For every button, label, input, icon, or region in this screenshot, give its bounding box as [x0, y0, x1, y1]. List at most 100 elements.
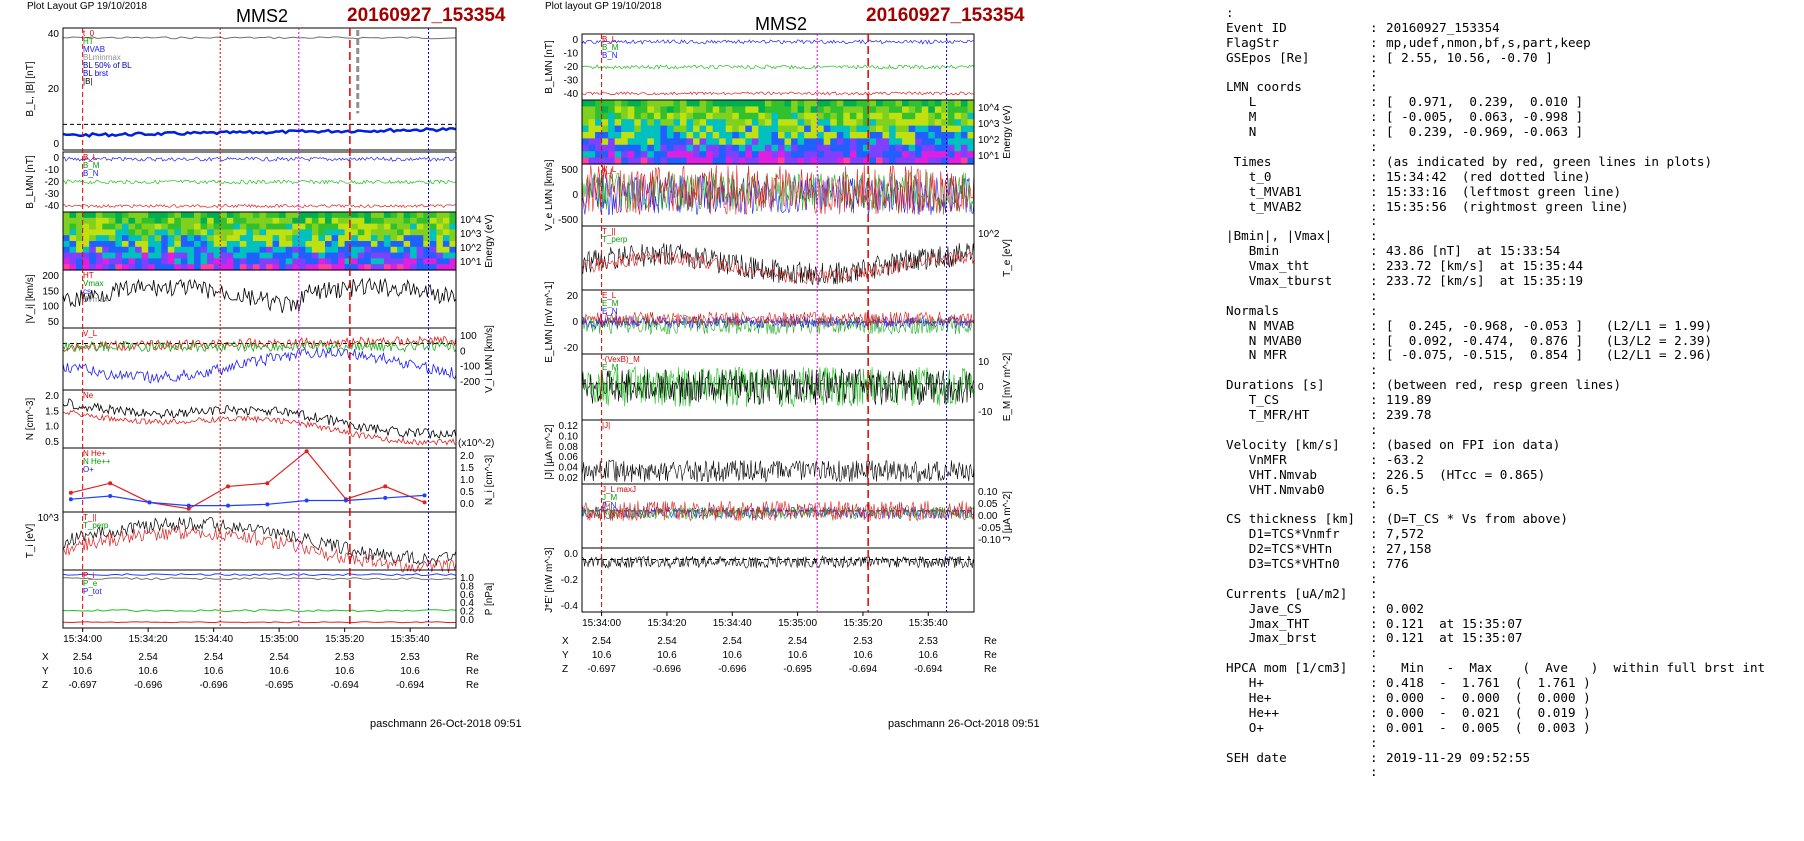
orbit-value: -0.696 — [653, 664, 682, 675]
spectrogram-cell — [634, 125, 642, 133]
spectrogram-cell — [89, 217, 97, 225]
spectrogram-cell — [429, 258, 437, 265]
spectrogram-cell — [810, 157, 818, 165]
spectrogram-cell — [187, 212, 195, 219]
spectrogram-cell — [764, 112, 772, 120]
spectrogram-cell — [128, 258, 136, 265]
spectrogram-cell — [595, 157, 603, 165]
info-sep: : — [1370, 302, 1378, 318]
y-axis-label: N [cm^-3] — [25, 398, 36, 441]
spectrogram-cell — [436, 235, 444, 242]
spectrogram-cell — [344, 246, 352, 254]
spectrogram-cell — [751, 119, 759, 127]
spectrogram-cell — [213, 212, 221, 219]
spectrogram-cell — [764, 100, 772, 107]
spectrogram-cell — [187, 246, 195, 254]
info-sep: : — [1370, 585, 1378, 601]
x-tick-label: 15:35:00 — [260, 634, 299, 645]
spectrogram-cell — [154, 212, 162, 219]
spectrogram-cell — [141, 212, 149, 219]
info-key: VHT.Nmvab0 — [1226, 482, 1325, 497]
info-row: D3=TCS*VHTn0:776 — [1226, 556, 1796, 572]
spectrogram-cell — [882, 132, 890, 139]
left-event-title: 20160927_153354 — [347, 5, 506, 26]
orbit-value: 2.54 — [138, 652, 158, 663]
spectrogram-cell — [915, 157, 923, 165]
spectrogram-cell — [614, 144, 622, 152]
spectrogram-cell — [154, 229, 162, 236]
spectrogram-cell — [390, 223, 398, 230]
spectrogram-cell — [823, 100, 831, 107]
info-sep — [1370, 6, 1386, 21]
spectrogram-cell — [207, 229, 215, 236]
spectrogram-cell — [862, 112, 870, 120]
spectrogram-cell — [344, 212, 352, 219]
spectrogram-cell — [397, 241, 405, 248]
spectrogram-cell — [653, 157, 661, 165]
spectrogram-cell — [941, 138, 949, 146]
info-row: : — [1226, 645, 1796, 661]
legend-entry: J_M — [602, 493, 617, 502]
spectrogram-cell — [791, 132, 799, 139]
spectrogram-cell — [680, 112, 688, 120]
orbit-value: -0.697 — [587, 664, 616, 675]
spectrogram-cell — [285, 258, 293, 265]
spectrogram-cell — [108, 246, 116, 254]
info-key: FlagStr — [1226, 35, 1280, 50]
spectrogram-cell — [836, 125, 844, 133]
spectrogram-cell — [876, 132, 884, 139]
spectrogram-cell — [344, 241, 352, 248]
spectrogram-cell — [272, 246, 280, 254]
spectrogram-cell — [738, 100, 746, 107]
spectrogram-cell — [719, 144, 727, 152]
info-row: SEH date:2019-11-29 09:52:55 — [1226, 750, 1796, 766]
spectrogram-cell — [751, 151, 759, 159]
spectrogram-cell — [141, 217, 149, 225]
series-BN — [62, 203, 457, 209]
spectrogram-cell — [194, 258, 202, 265]
panel-ispec: 10^410^310^210^1 Energy (eV) — [62, 211, 495, 271]
spectrogram-cell — [410, 264, 418, 271]
spectrogram-cell — [161, 241, 169, 248]
info-val: 0.121 at 15:35:07 — [1386, 616, 1523, 631]
spectrogram-cell — [397, 235, 405, 242]
x-tick-label: 15:34:00 — [63, 634, 102, 645]
spectrogram-cell — [640, 151, 648, 159]
y-right-tick-label: 10^2 — [460, 243, 482, 254]
spectrogram-cell — [292, 217, 300, 225]
spectrogram-cell — [856, 112, 864, 120]
spectrogram-cell — [934, 144, 942, 152]
spectrogram-cell — [416, 235, 424, 242]
spectrogram-cell — [383, 229, 391, 236]
info-row: N:[ 0.239, -0.969, -0.063 ] — [1226, 124, 1796, 140]
spectrogram-cell — [122, 246, 130, 254]
spectrogram-cell — [621, 144, 629, 152]
right-event-title: 20160927_153354 — [866, 5, 1025, 26]
spectrogram-cell — [706, 106, 714, 114]
spectrogram-cell — [259, 258, 267, 265]
spectrogram-cell — [135, 241, 143, 248]
spectrogram-cell — [416, 252, 424, 259]
spectrogram-cell — [627, 157, 635, 165]
info-row: Jmax_brst:0.121 at 15:35:07 — [1226, 631, 1796, 646]
orbit-value: 10.6 — [723, 650, 743, 661]
spectrogram-cell — [666, 119, 674, 127]
y-right-tick-label: -10 — [978, 407, 993, 418]
spectrogram-cell — [967, 138, 975, 146]
spectrogram-cell — [226, 252, 234, 259]
spectrogram-cell — [889, 157, 897, 165]
info-row: : — [1226, 422, 1796, 438]
spectrogram-cell — [102, 246, 110, 254]
spectrogram-cell — [791, 138, 799, 146]
spectrogram-cell — [758, 119, 766, 127]
spectrogram-cell — [220, 258, 228, 265]
spectrogram-cell — [843, 106, 851, 114]
spectrogram-cell — [608, 132, 616, 139]
y-right-tick-label: 0 — [460, 346, 466, 357]
series-Ne — [62, 409, 457, 446]
spectrogram-cell — [357, 223, 365, 230]
info-val — [1386, 214, 1796, 229]
spectrogram-cell — [298, 264, 306, 271]
spectrogram-cell — [266, 252, 274, 259]
